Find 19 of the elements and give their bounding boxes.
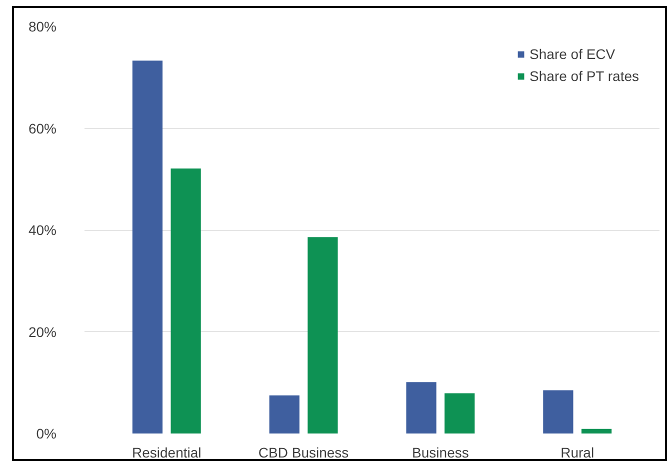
- bar: [170, 168, 201, 434]
- y-tick-label: 20%: [28, 324, 57, 340]
- bar: [581, 428, 612, 434]
- x-tick-label: Rural: [560, 444, 594, 460]
- bar: [444, 393, 475, 434]
- x-tick-label: Business: [412, 444, 469, 460]
- bar: [269, 395, 300, 434]
- y-tick-label: 0%: [36, 426, 56, 442]
- legend-label: Share of ECV: [530, 46, 616, 62]
- bar: [308, 237, 338, 434]
- bar: [406, 382, 436, 434]
- y-tick-label: 80%: [28, 18, 57, 34]
- bar: [132, 60, 163, 434]
- y-tick-label: 40%: [28, 222, 57, 238]
- y-tick-label: 60%: [28, 120, 57, 136]
- legend-label: Share of PT rates: [530, 68, 639, 84]
- bar: [543, 390, 574, 434]
- x-tick-label: Residential: [132, 444, 202, 460]
- x-tick-label: CBD Business: [258, 444, 349, 460]
